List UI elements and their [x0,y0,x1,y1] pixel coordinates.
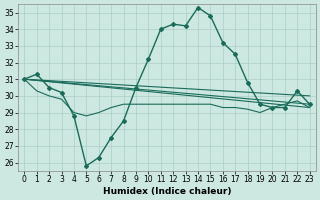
X-axis label: Humidex (Indice chaleur): Humidex (Indice chaleur) [103,187,231,196]
